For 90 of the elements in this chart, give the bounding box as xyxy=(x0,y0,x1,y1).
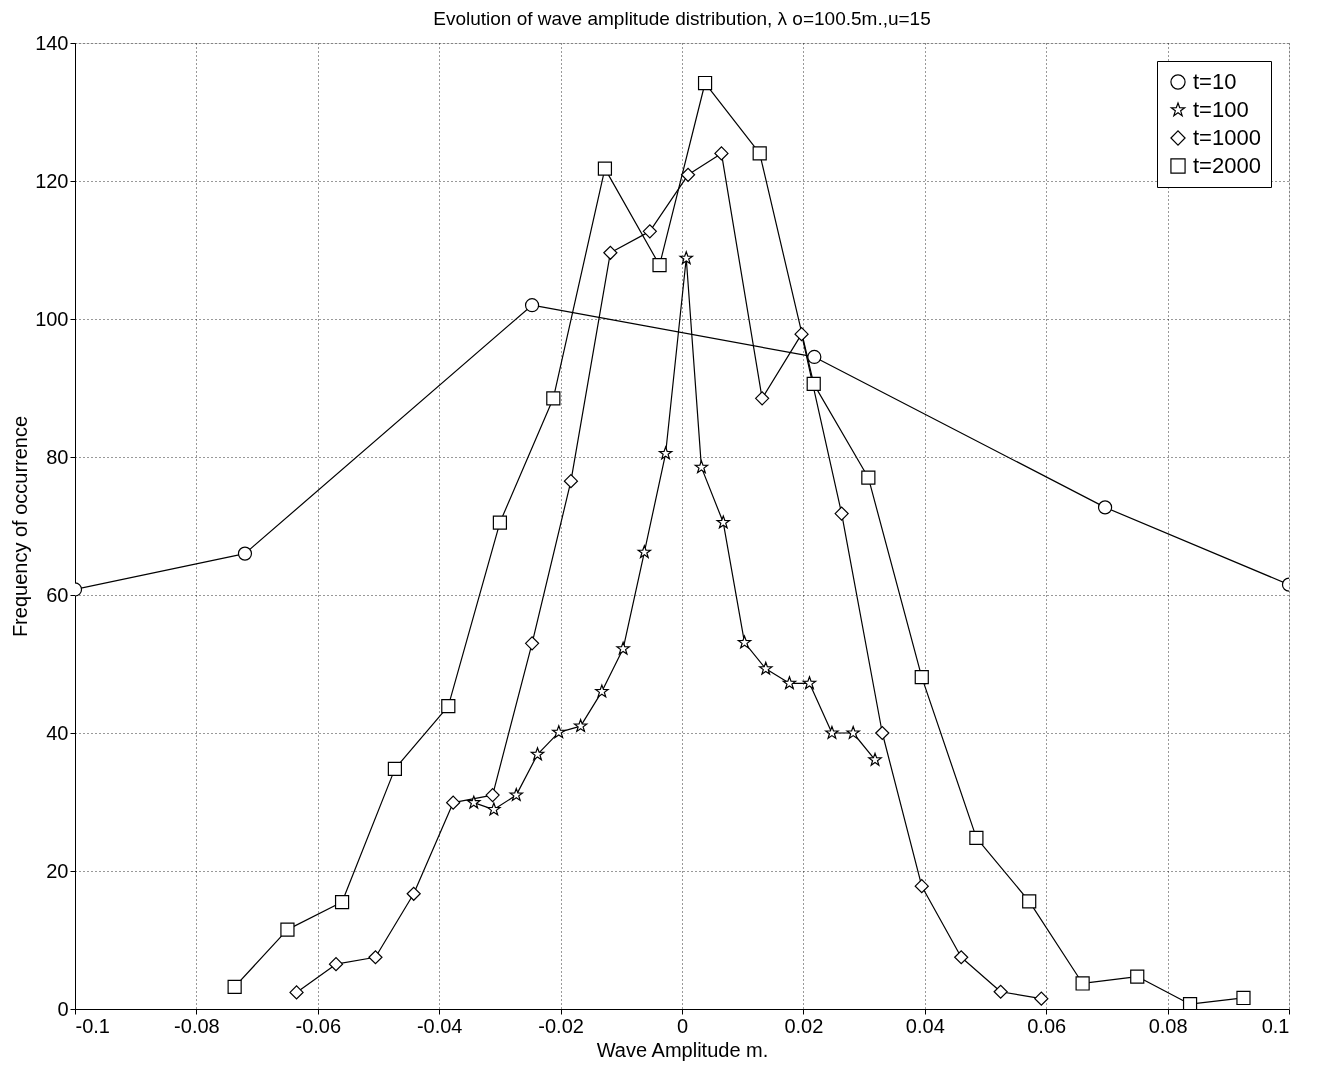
point xyxy=(616,641,630,655)
point xyxy=(694,460,709,474)
point xyxy=(806,376,821,391)
point xyxy=(509,787,524,801)
y-tick-label: 40 xyxy=(46,721,69,744)
point xyxy=(1182,997,1198,1009)
x-tick-label: -0.06 xyxy=(295,1014,342,1037)
point xyxy=(406,886,421,901)
point xyxy=(714,146,729,161)
point xyxy=(914,669,929,685)
point xyxy=(1034,991,1049,1006)
x-tick-label: -0.02 xyxy=(538,1014,584,1037)
point xyxy=(387,761,403,776)
y-tick-label: 0 xyxy=(57,997,69,1020)
point xyxy=(679,251,694,265)
x-tick-label: 0.1 xyxy=(1261,1014,1290,1037)
point xyxy=(441,698,456,714)
point xyxy=(368,950,383,965)
point xyxy=(237,546,253,561)
point xyxy=(752,146,767,161)
x-tick-label: -0.08 xyxy=(174,1014,220,1037)
point xyxy=(637,545,652,559)
x-axis-title: Wave Amplitude m. xyxy=(596,1038,769,1061)
point xyxy=(524,636,540,651)
point xyxy=(846,725,860,739)
legend-label: t=100 xyxy=(1193,97,1249,122)
point xyxy=(467,795,481,809)
point xyxy=(954,950,969,965)
point xyxy=(697,75,713,91)
y-tick-label: 120 xyxy=(35,169,69,192)
x-tick-label: -0.1 xyxy=(75,1014,110,1037)
point xyxy=(597,161,613,176)
point xyxy=(652,258,667,273)
y-tick-label: 100 xyxy=(35,307,69,330)
legend-label: t=1000 xyxy=(1193,125,1261,150)
point xyxy=(603,245,618,260)
legend-label: t=2000 xyxy=(1193,153,1261,178)
y-tick-label: 140 xyxy=(35,31,69,54)
point xyxy=(524,298,540,313)
point xyxy=(573,718,588,732)
point xyxy=(328,957,344,972)
point xyxy=(487,802,501,816)
point xyxy=(530,747,545,761)
point xyxy=(1236,990,1251,1006)
point xyxy=(680,167,696,182)
point xyxy=(595,684,609,698)
point xyxy=(807,349,822,365)
point xyxy=(227,979,242,995)
point xyxy=(658,446,673,460)
y-axis-title: Frequency of occurrence xyxy=(9,415,32,638)
y-tick-label: 80 xyxy=(46,445,69,468)
point xyxy=(914,879,929,894)
point xyxy=(485,787,500,803)
point xyxy=(825,725,839,739)
point xyxy=(1022,894,1037,909)
y-tick-label: 20 xyxy=(46,859,69,882)
point xyxy=(446,795,461,810)
legend-label: t=10 xyxy=(1193,69,1237,94)
x-tick-label: 0.04 xyxy=(905,1014,945,1037)
point xyxy=(1075,976,1090,991)
y-tick-label: 60 xyxy=(46,583,69,606)
point xyxy=(737,635,752,649)
point xyxy=(875,725,890,741)
point xyxy=(802,676,817,690)
point xyxy=(782,676,797,690)
point xyxy=(1097,500,1113,515)
point xyxy=(834,506,849,521)
point xyxy=(334,894,350,910)
x-tick-label: -0.04 xyxy=(416,1014,463,1037)
point xyxy=(993,984,1008,999)
point xyxy=(551,725,566,739)
point xyxy=(758,661,773,675)
point xyxy=(794,327,809,342)
point xyxy=(289,985,304,1000)
point xyxy=(861,470,876,485)
point xyxy=(546,391,561,406)
x-tick-label: 0.06 xyxy=(1027,1014,1067,1037)
point xyxy=(1130,969,1145,984)
x-tick-label: 0.08 xyxy=(1148,1014,1188,1037)
point xyxy=(969,830,984,845)
point xyxy=(492,515,508,530)
point xyxy=(642,224,657,239)
point xyxy=(716,515,731,529)
x-tick-label: 0 xyxy=(676,1014,689,1037)
chart-title: Evolution of wave amplitude distribution, λ o=100.5m.,u=15 xyxy=(433,8,931,29)
point xyxy=(280,922,295,937)
x-tick-label: 0.02 xyxy=(784,1014,824,1037)
point xyxy=(868,752,882,766)
point xyxy=(755,391,770,406)
point xyxy=(563,474,579,489)
